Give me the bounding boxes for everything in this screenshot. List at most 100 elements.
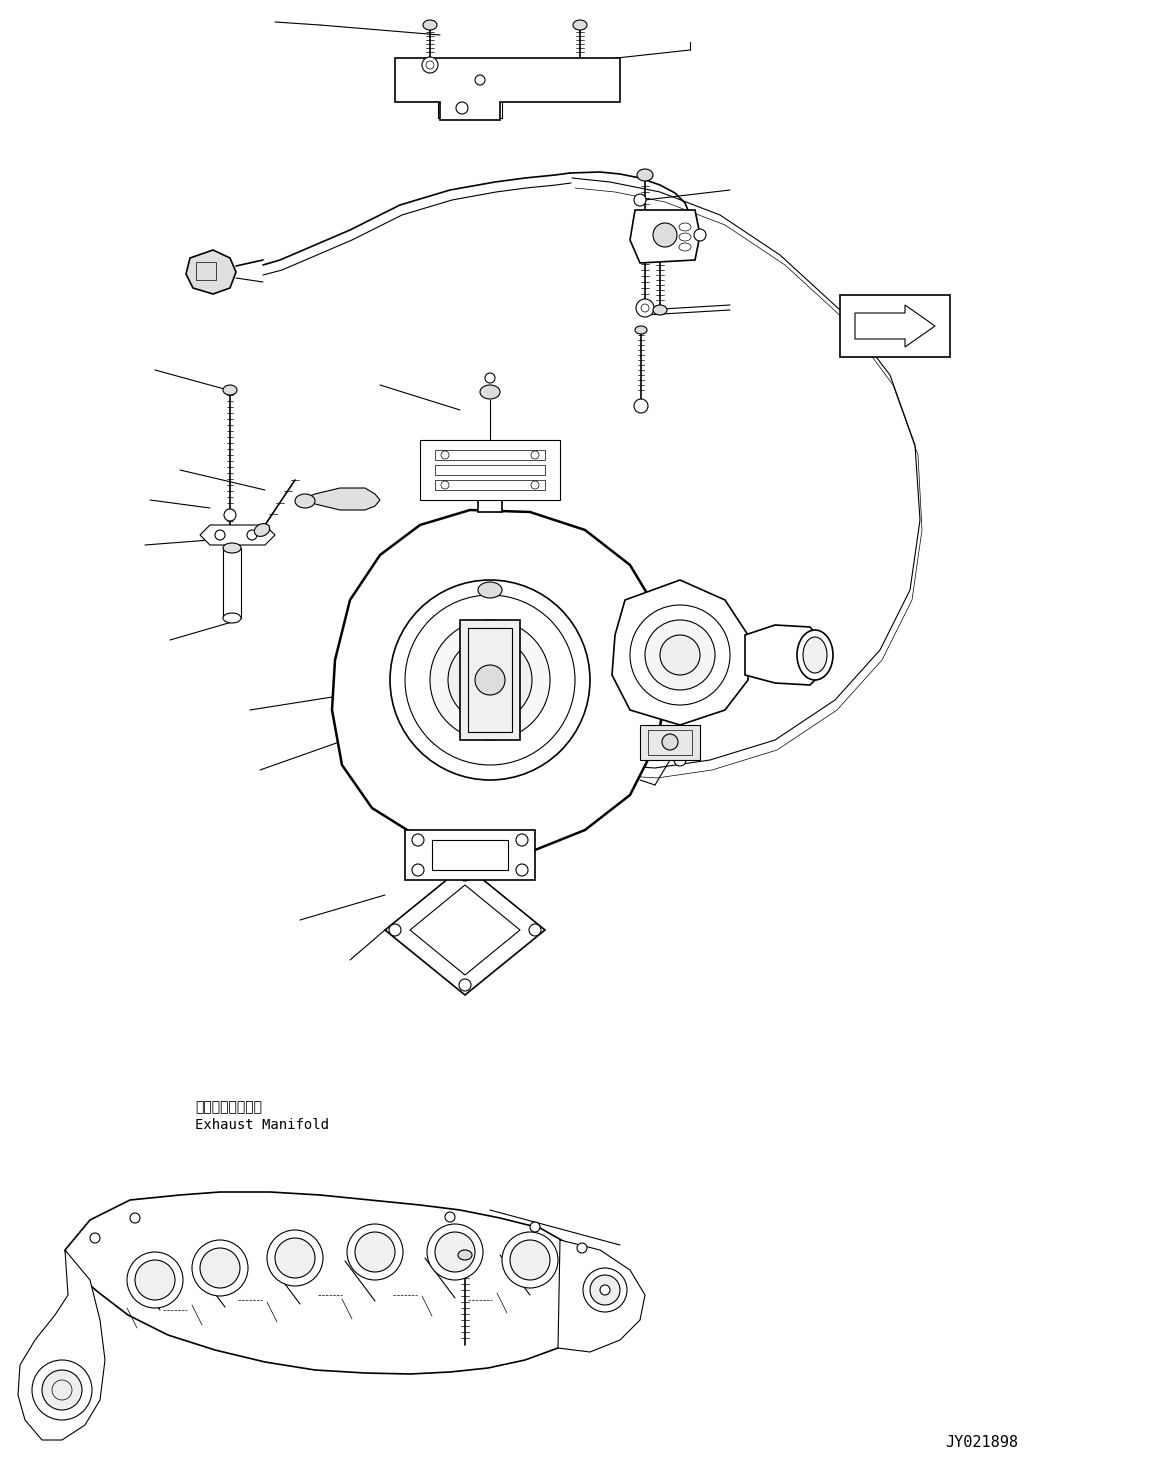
Circle shape xyxy=(470,659,510,700)
Circle shape xyxy=(590,1275,620,1304)
Circle shape xyxy=(662,734,679,750)
Circle shape xyxy=(422,57,439,73)
Bar xyxy=(435,480,545,490)
Circle shape xyxy=(90,1233,100,1243)
Bar xyxy=(435,449,545,460)
Bar xyxy=(469,627,512,732)
Bar xyxy=(196,263,216,280)
Circle shape xyxy=(390,581,590,781)
Ellipse shape xyxy=(635,325,647,334)
Circle shape xyxy=(645,620,715,690)
Polygon shape xyxy=(395,58,620,120)
Circle shape xyxy=(389,924,400,937)
Circle shape xyxy=(636,299,654,317)
Circle shape xyxy=(130,1212,140,1223)
Circle shape xyxy=(448,638,532,722)
Ellipse shape xyxy=(424,20,437,31)
Ellipse shape xyxy=(295,495,315,508)
Ellipse shape xyxy=(679,244,691,251)
Polygon shape xyxy=(305,487,380,511)
Ellipse shape xyxy=(223,543,241,553)
Circle shape xyxy=(694,229,706,241)
Circle shape xyxy=(577,1243,587,1253)
Text: Exhaust Manifold: Exhaust Manifold xyxy=(195,1118,329,1132)
Circle shape xyxy=(530,1223,540,1231)
Ellipse shape xyxy=(458,1250,472,1261)
Ellipse shape xyxy=(254,524,270,537)
Circle shape xyxy=(127,1252,183,1309)
Ellipse shape xyxy=(223,385,237,395)
Circle shape xyxy=(674,754,685,766)
Bar xyxy=(435,465,545,476)
Polygon shape xyxy=(200,525,275,546)
Circle shape xyxy=(200,1247,240,1288)
Circle shape xyxy=(630,605,730,705)
Circle shape xyxy=(435,1231,475,1272)
Polygon shape xyxy=(385,865,545,995)
Circle shape xyxy=(427,1224,484,1280)
Bar xyxy=(649,730,692,754)
Circle shape xyxy=(849,334,861,346)
Circle shape xyxy=(475,665,505,694)
Circle shape xyxy=(192,1240,248,1296)
Ellipse shape xyxy=(653,305,667,315)
Ellipse shape xyxy=(478,582,502,598)
Polygon shape xyxy=(18,1250,105,1440)
Circle shape xyxy=(459,979,471,991)
Ellipse shape xyxy=(637,169,653,181)
Circle shape xyxy=(275,1239,315,1278)
Circle shape xyxy=(215,530,225,540)
Circle shape xyxy=(347,1224,403,1280)
Bar xyxy=(223,549,241,619)
Ellipse shape xyxy=(223,613,241,623)
Bar xyxy=(640,725,700,760)
Ellipse shape xyxy=(797,630,833,680)
Circle shape xyxy=(516,864,529,875)
Text: 排気マニホールド: 排気マニホールド xyxy=(195,1100,262,1115)
Circle shape xyxy=(510,1240,550,1280)
Circle shape xyxy=(529,924,541,937)
Polygon shape xyxy=(405,830,535,880)
Ellipse shape xyxy=(803,638,827,673)
Circle shape xyxy=(267,1230,323,1285)
Bar xyxy=(420,441,560,500)
Ellipse shape xyxy=(679,223,691,231)
Circle shape xyxy=(502,1231,559,1288)
Text: FWD: FWD xyxy=(864,318,892,334)
Polygon shape xyxy=(612,581,748,725)
Circle shape xyxy=(583,1268,627,1312)
Polygon shape xyxy=(186,249,237,295)
Bar xyxy=(432,840,508,870)
Circle shape xyxy=(135,1261,175,1300)
Circle shape xyxy=(600,1285,610,1296)
Polygon shape xyxy=(630,210,700,263)
Circle shape xyxy=(42,1370,82,1409)
Polygon shape xyxy=(332,511,668,852)
Circle shape xyxy=(634,398,649,413)
Ellipse shape xyxy=(480,385,500,398)
Bar xyxy=(840,295,950,357)
Circle shape xyxy=(634,194,646,206)
Circle shape xyxy=(224,509,237,521)
Circle shape xyxy=(485,374,495,384)
Circle shape xyxy=(247,530,257,540)
Text: JY021898: JY021898 xyxy=(945,1436,1018,1450)
Circle shape xyxy=(445,1212,455,1223)
Ellipse shape xyxy=(679,233,691,241)
Polygon shape xyxy=(65,1192,600,1374)
Circle shape xyxy=(32,1360,92,1420)
Circle shape xyxy=(653,223,677,247)
Polygon shape xyxy=(559,1240,645,1352)
Circle shape xyxy=(459,870,471,881)
Circle shape xyxy=(660,635,700,676)
Polygon shape xyxy=(855,305,935,347)
Circle shape xyxy=(475,74,485,85)
Bar xyxy=(460,620,520,740)
Circle shape xyxy=(516,835,529,846)
Circle shape xyxy=(430,620,550,740)
Circle shape xyxy=(412,864,424,875)
Circle shape xyxy=(456,102,469,114)
Circle shape xyxy=(355,1231,395,1272)
Polygon shape xyxy=(478,470,502,512)
Polygon shape xyxy=(745,624,825,684)
